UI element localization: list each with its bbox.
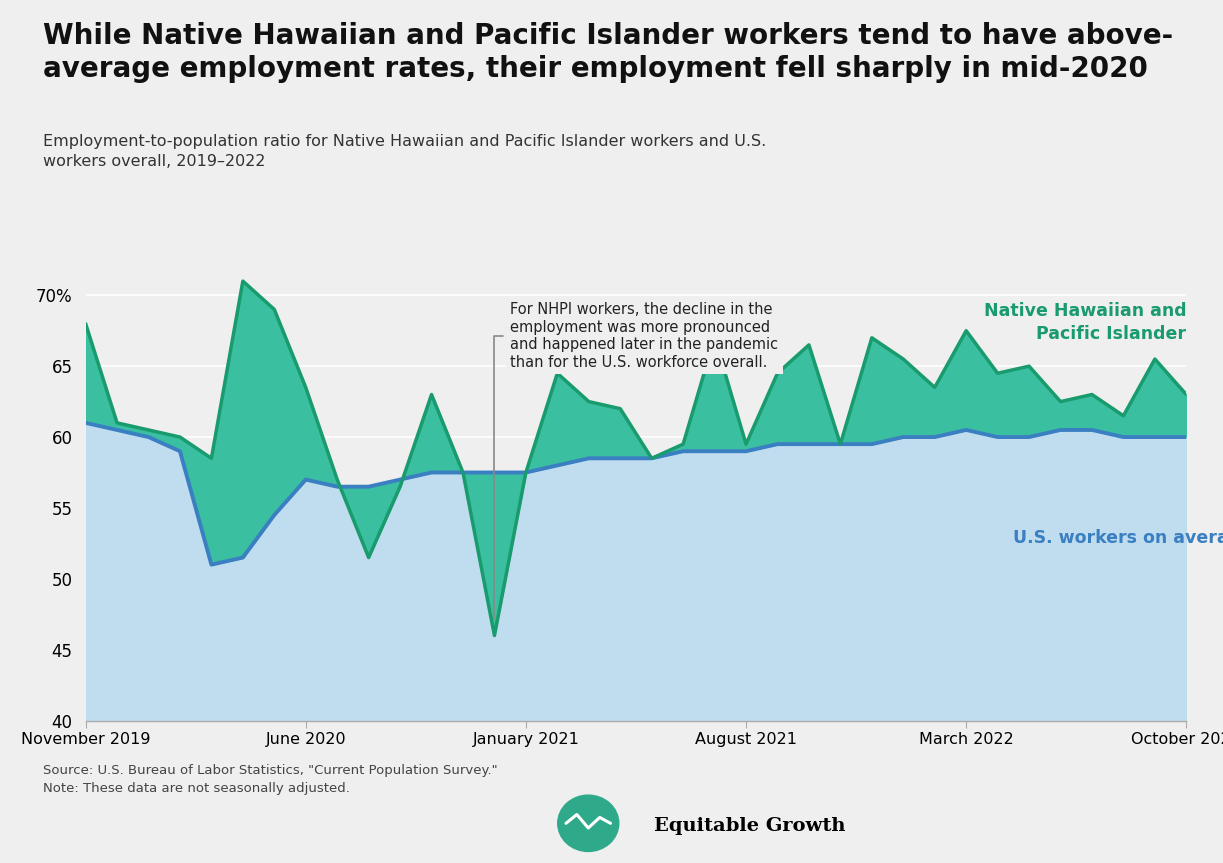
Text: Employment-to-population ratio for Native Hawaiian and Pacific Islander workers : Employment-to-population ratio for Nativ… [43, 134, 766, 168]
Text: Equitable Growth: Equitable Growth [654, 817, 846, 835]
Text: Native Hawaiian and
Pacific Islander: Native Hawaiian and Pacific Islander [983, 302, 1186, 343]
Text: U.S. workers on average: U.S. workers on average [1014, 529, 1223, 547]
Text: Source: U.S. Bureau of Labor Statistics, "Current Population Survey."
Note: Thes: Source: U.S. Bureau of Labor Statistics,… [43, 764, 498, 795]
Text: For NHPI workers, the decline in the
employment was more pronounced
and happened: For NHPI workers, the decline in the emp… [494, 302, 778, 619]
Text: While Native Hawaiian and Pacific Islander workers tend to have above-
average e: While Native Hawaiian and Pacific Island… [43, 22, 1173, 83]
Circle shape [558, 795, 619, 852]
